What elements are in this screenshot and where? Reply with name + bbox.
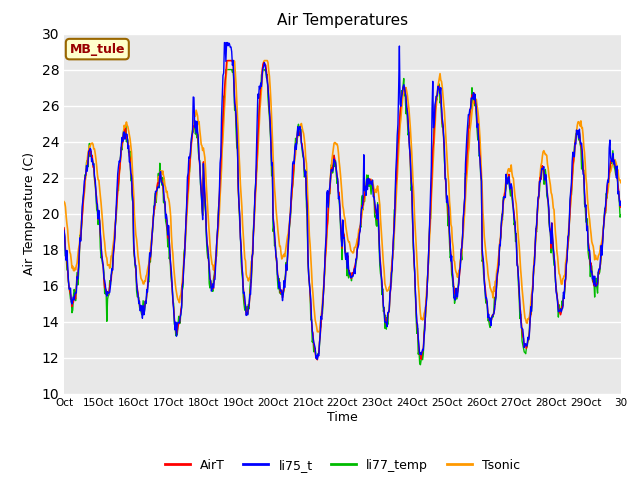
Y-axis label: Air Temperature (C): Air Temperature (C) xyxy=(23,152,36,275)
Text: MB_tule: MB_tule xyxy=(70,43,125,56)
Legend: AirT, li75_t, li77_temp, Tsonic: AirT, li75_t, li77_temp, Tsonic xyxy=(160,454,525,477)
Title: Air Temperatures: Air Temperatures xyxy=(277,13,408,28)
X-axis label: Time: Time xyxy=(327,411,358,424)
